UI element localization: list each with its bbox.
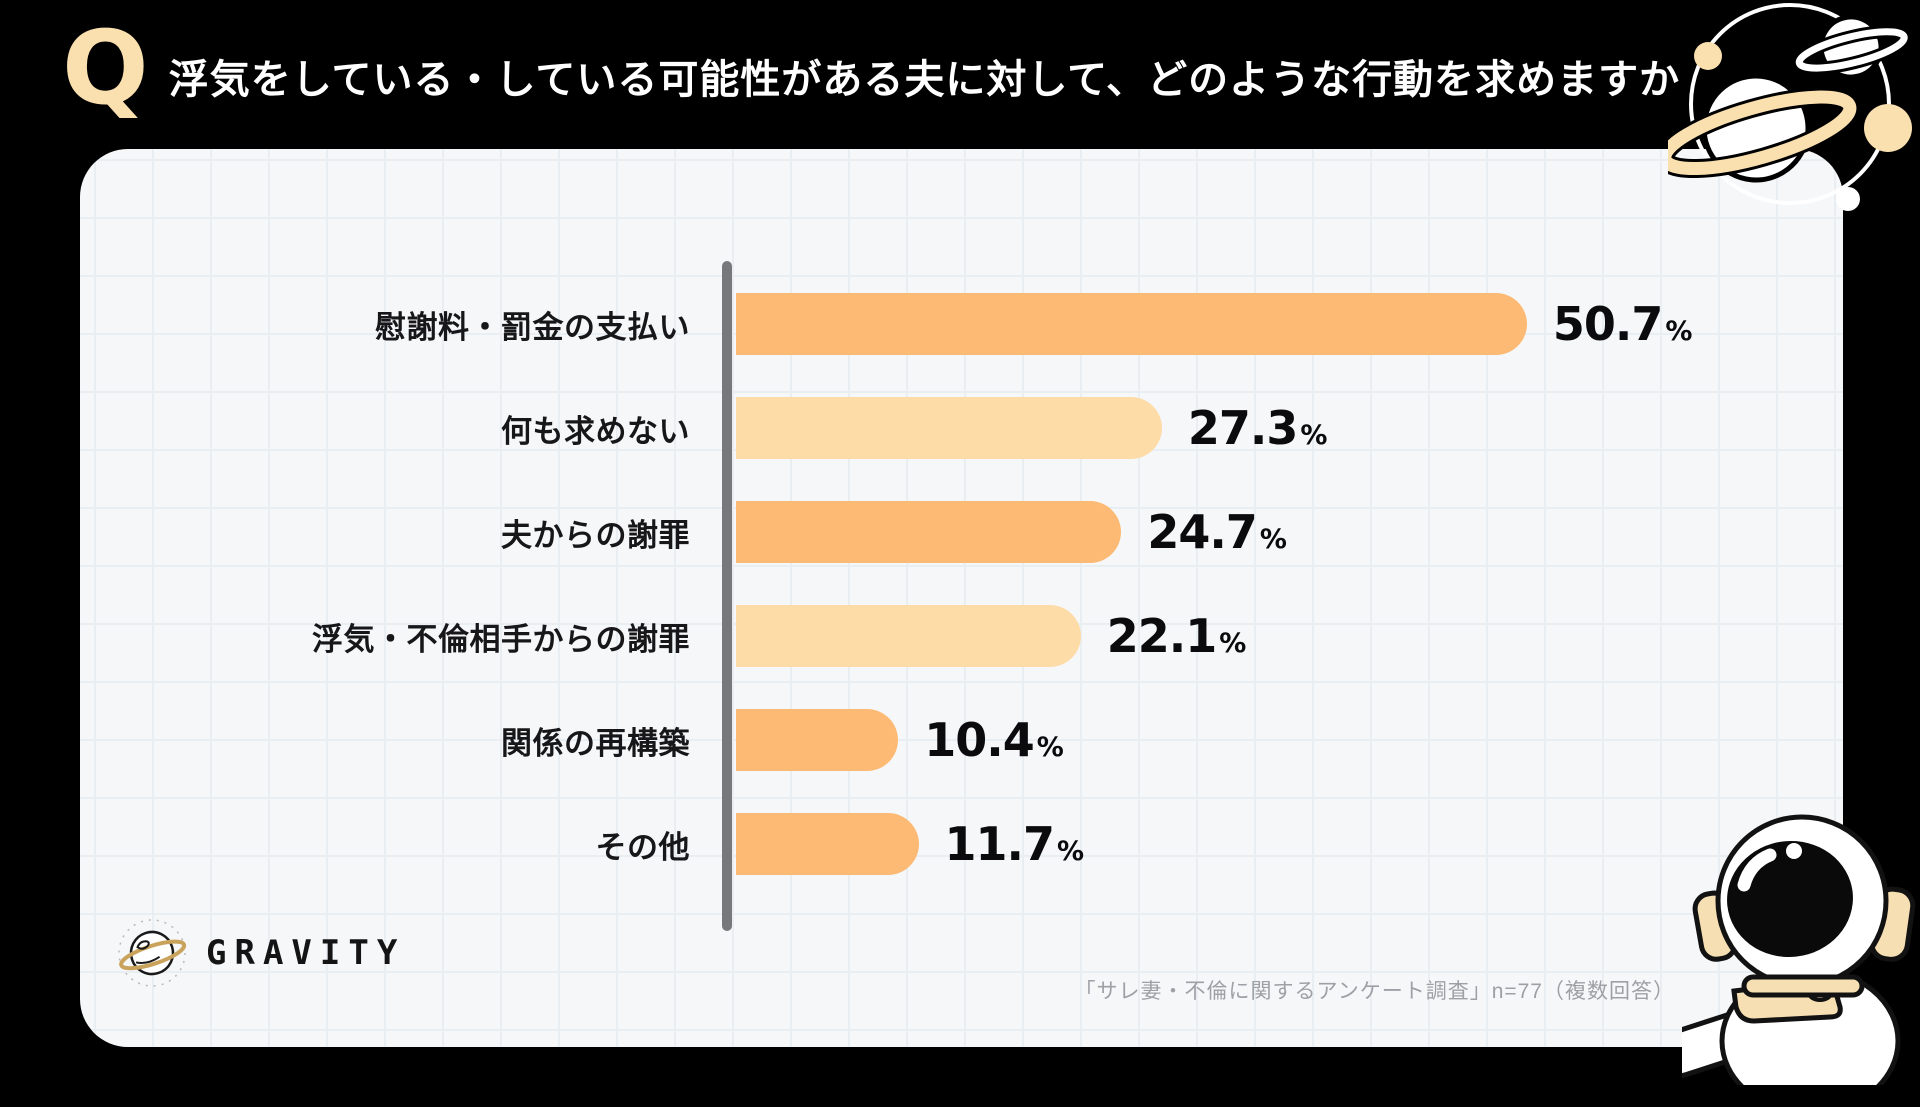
chart-row: その他 11.7%: [80, 813, 1833, 875]
bar-value-label: 10.4%: [924, 713, 1064, 767]
page-title: 浮気をしている・している可能性がある夫に対して、どのような行動を求めますか: [168, 58, 1681, 102]
brand-logo: GRAVITY: [116, 917, 405, 989]
chart-axis: [722, 261, 732, 931]
bar-value-label: 11.7%: [944, 817, 1085, 871]
bar-value-label: 22.1%: [1106, 609, 1247, 663]
bar-value-label: 50.7%: [1552, 297, 1693, 351]
bar: [736, 397, 1162, 459]
chart-row: 浮気・不倫相手からの謝罪 22.1%: [80, 605, 1833, 667]
bar-category-label: 慰謝料・罰金の支払い: [375, 309, 690, 345]
bar-chart: 慰謝料・罰金の支払い 50.7% 何も求めない 27.3% 夫からの謝罪 24.7% 浮気・…: [80, 293, 1833, 875]
header: Q 浮気をしている・している可能性がある夫に対して、どのような行動を求めますか: [62, 18, 1680, 120]
bar-value-label: 24.7%: [1147, 505, 1287, 559]
ringed-planet-doodle-icon: [118, 919, 187, 987]
bar-category-label: 関係の再構築: [501, 725, 690, 761]
bar-value-label: 27.3%: [1187, 401, 1328, 455]
bar-category-label: 何も求めない: [501, 413, 690, 449]
bar-category-label: その他: [595, 829, 690, 865]
brand-name: GRAVITY: [206, 933, 406, 973]
astronaut-icon: [1682, 814, 1916, 1085]
chart-row: 関係の再構築 10.4%: [80, 709, 1833, 771]
bar: [736, 813, 919, 875]
bar: [736, 709, 899, 771]
bar: [736, 501, 1122, 563]
question-mark-icon: Q: [62, 9, 149, 128]
bar: [736, 293, 1527, 355]
saturn-planets-icon: [1668, 3, 1912, 211]
chart-row: 慰謝料・罰金の支払い 50.7%: [80, 293, 1833, 355]
survey-source-note: 「サレ妻・不倫に関するアンケート調査」n=77（複数回答）: [1074, 980, 1675, 1003]
bar-category-label: 夫からの謝罪: [501, 517, 690, 553]
chart-row: 夫からの謝罪 24.7%: [80, 501, 1833, 563]
chart-card: 慰謝料・罰金の支払い 50.7% 何も求めない 27.3% 夫からの謝罪 24.7% 浮気・…: [80, 149, 1843, 1047]
bar-category-label: 浮気・不倫相手からの謝罪: [312, 621, 690, 657]
bar: [736, 605, 1081, 667]
chart-row: 何も求めない 27.3%: [80, 397, 1833, 459]
